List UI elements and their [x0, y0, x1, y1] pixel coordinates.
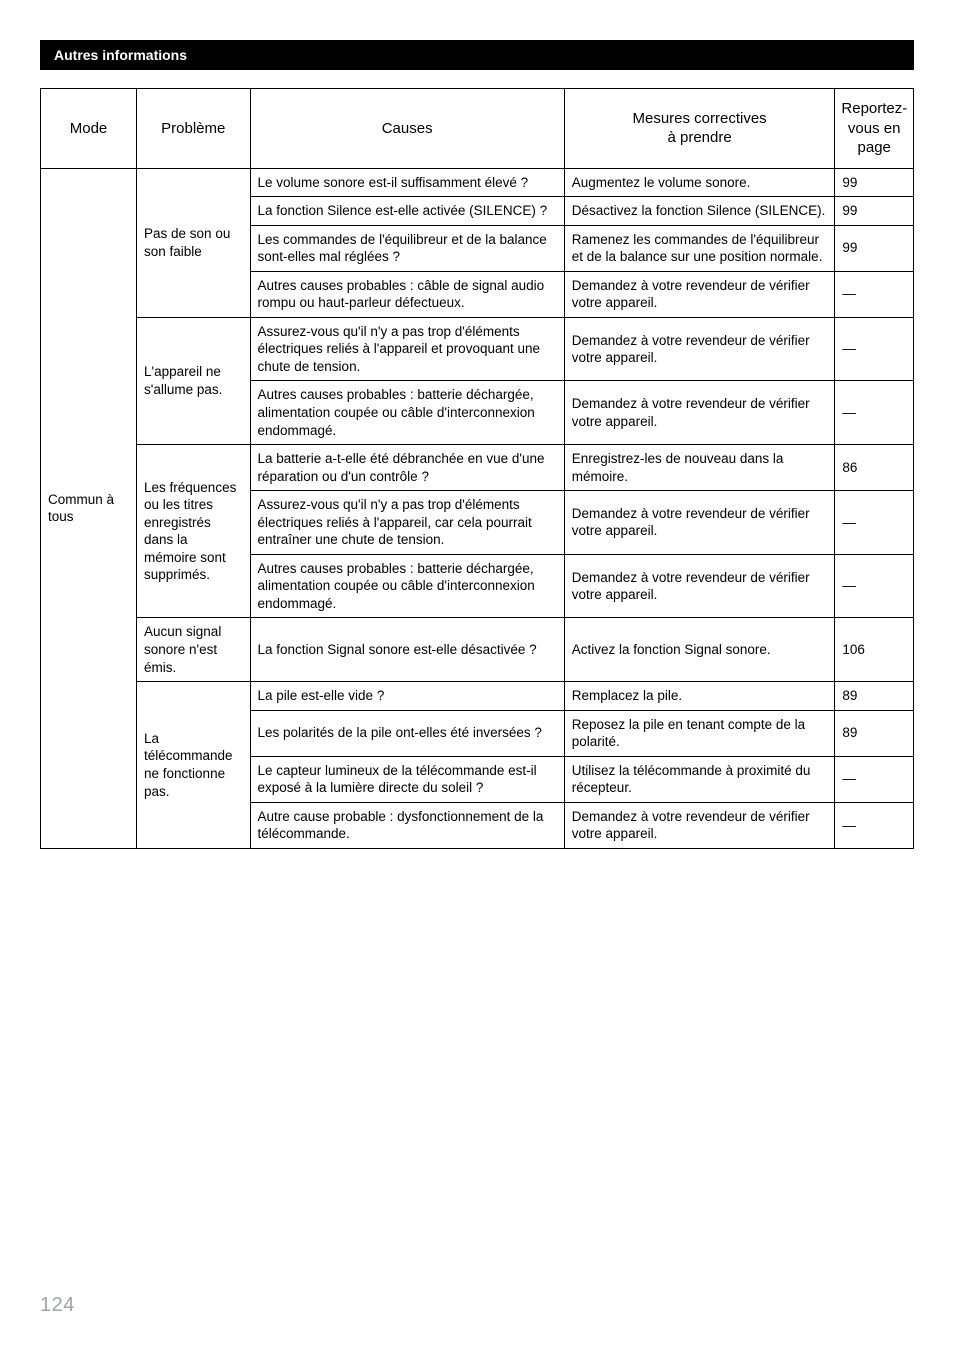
measure-cell: Demandez à votre revendeur de vérifier v…	[564, 381, 835, 445]
cause-cell: Autres causes probables : batterie décha…	[250, 554, 564, 618]
measure-cell: Reposez la pile en tenant compte de la p…	[564, 710, 835, 756]
table-row: Les fréquences ou les titres enregistrés…	[41, 445, 914, 491]
measure-cell: Demandez à votre revendeur de vérifier v…	[564, 802, 835, 848]
measure-cell: Demandez à votre revendeur de vérifier v…	[564, 554, 835, 618]
cause-cell: Autres causes probables : câble de signa…	[250, 271, 564, 317]
cause-cell: Autre cause probable : dysfonctionnement…	[250, 802, 564, 848]
problem-cell: Aucun signal sonore n'est émis.	[137, 618, 250, 682]
problem-cell: Pas de son ou son faible	[137, 168, 250, 317]
table-row: L'appareil ne s'allume pas. Assurez-vous…	[41, 317, 914, 381]
page-cell: —	[835, 554, 914, 618]
page-number: 124	[40, 1294, 75, 1317]
cause-cell: Assurez-vous qu'il n'y a pas trop d'élém…	[250, 317, 564, 381]
page-cell: 106	[835, 618, 914, 682]
measure-cell: Demandez à votre revendeur de vérifier v…	[564, 317, 835, 381]
page-cell: 99	[835, 225, 914, 271]
cause-cell: La fonction Signal sonore est-elle désac…	[250, 618, 564, 682]
measure-cell: Enregistrez-les de nouveau dans la mémoi…	[564, 445, 835, 491]
cause-cell: La fonction Silence est-elle activée (SI…	[250, 197, 564, 226]
mode-cell: Commun à tous	[41, 168, 137, 848]
measure-cell: Ramenez les commandes de l'équilibreur e…	[564, 225, 835, 271]
cause-cell: Le volume sonore est-il suffisamment éle…	[250, 168, 564, 197]
measure-cell: Utilisez la télécommande à proximité du …	[564, 756, 835, 802]
page-cell: 89	[835, 682, 914, 711]
page-cell: —	[835, 317, 914, 381]
col-header-problem: Problème	[137, 89, 250, 169]
problem-cell: L'appareil ne s'allume pas.	[137, 317, 250, 444]
page-cell: 86	[835, 445, 914, 491]
section-title-bar: Autres informations	[40, 40, 914, 70]
col-header-cause: Causes	[250, 89, 564, 169]
page-cell: 99	[835, 197, 914, 226]
page-cell: —	[835, 381, 914, 445]
col-header-page: Reportez- vous en page	[835, 89, 914, 169]
col-header-measure-l1: Mesures correctives	[632, 110, 766, 127]
measure-cell: Demandez à votre revendeur de vérifier v…	[564, 491, 835, 555]
table-row: La télécommande ne fonctionne pas. La pi…	[41, 682, 914, 711]
table-row: Aucun signal sonore n'est émis. La fonct…	[41, 618, 914, 682]
section-title-text: Autres informations	[54, 47, 187, 63]
measure-cell: Augmentez le volume sonore.	[564, 168, 835, 197]
page-cell: 89	[835, 710, 914, 756]
col-header-page-l1: Reportez-	[841, 100, 907, 117]
cause-cell: Le capteur lumineux de la télécommande e…	[250, 756, 564, 802]
cause-cell: La pile est-elle vide ?	[250, 682, 564, 711]
col-header-mode: Mode	[41, 89, 137, 169]
cause-cell: Les commandes de l'équilibreur et de la …	[250, 225, 564, 271]
problem-cell: La télécommande ne fonctionne pas.	[137, 682, 250, 849]
cause-cell: Autres causes probables : batterie décha…	[250, 381, 564, 445]
problem-cell: Les fréquences ou les titres enregistrés…	[137, 445, 250, 618]
page-cell: —	[835, 802, 914, 848]
measure-cell: Désactivez la fonction Silence (SILENCE)…	[564, 197, 835, 226]
page-cell: —	[835, 756, 914, 802]
page-cell: —	[835, 491, 914, 555]
table-header-row: Mode Problème Causes Mesures correctives…	[41, 89, 914, 169]
col-header-measure-l2: à prendre	[667, 129, 731, 146]
table-row: Commun à tous Pas de son ou son faible L…	[41, 168, 914, 197]
page-cell: —	[835, 271, 914, 317]
measure-cell: Remplacez la pile.	[564, 682, 835, 711]
col-header-measure: Mesures correctives à prendre	[564, 89, 835, 169]
cause-cell: La batterie a-t-elle été débranchée en v…	[250, 445, 564, 491]
cause-cell: Assurez-vous qu'il n'y a pas trop d'élém…	[250, 491, 564, 555]
measure-cell: Demandez à votre revendeur de vérifier v…	[564, 271, 835, 317]
col-header-page-l3: page	[858, 139, 891, 156]
col-header-page-l2: vous en	[848, 120, 901, 137]
page-cell: 99	[835, 168, 914, 197]
cause-cell: Les polarités de la pile ont-elles été i…	[250, 710, 564, 756]
measure-cell: Activez la fonction Signal sonore.	[564, 618, 835, 682]
troubleshooting-table: Mode Problème Causes Mesures correctives…	[40, 88, 914, 849]
